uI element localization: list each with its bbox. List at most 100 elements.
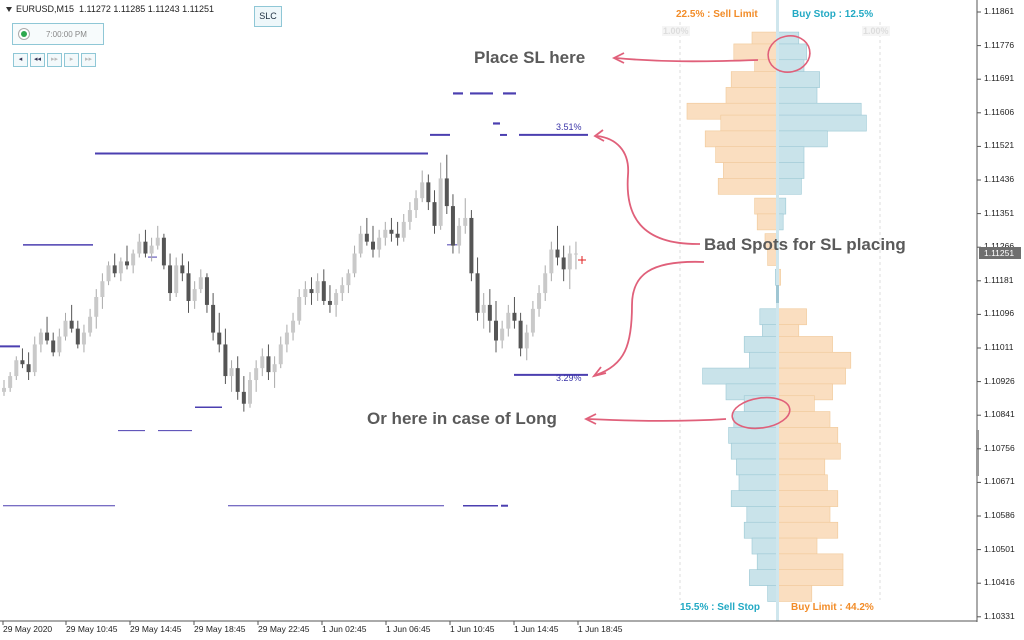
ob-bar-left-27 [730, 442, 779, 460]
price-tick-label: 1.11011 [984, 342, 1014, 352]
slc-button[interactable]: SLC [254, 6, 282, 27]
arrow-long-case-head [583, 413, 597, 425]
price-tick-label: 1.11691 [984, 73, 1015, 84]
candle-body-23 [143, 241, 148, 254]
candle-body-27 [168, 265, 173, 294]
candle-body-14 [88, 316, 93, 333]
ob-bar-left-22 [702, 367, 779, 385]
arrow-bad-spot-lower [595, 260, 705, 376]
candle-body-39 [241, 391, 246, 404]
ob-bar-left-3 [730, 71, 779, 88]
candle-body-33 [204, 277, 209, 305]
ob-bar-right-24 [777, 395, 815, 413]
ob-bar-left-28 [736, 458, 779, 476]
candle-body-71 [438, 178, 443, 226]
status-dot-icon[interactable] [18, 28, 30, 40]
time-control[interactable]: 7:00:00 PM [12, 23, 104, 45]
skip-to-end-button[interactable]: ▸▸ [81, 53, 96, 67]
candle-body-47 [291, 320, 296, 333]
ob-bar-left-7 [704, 130, 779, 148]
candle-body-52 [321, 281, 326, 301]
ob-bar-right-21 [777, 351, 852, 369]
candle-body-74 [457, 225, 462, 246]
fast-forward-button[interactable]: ▸▸ [47, 53, 62, 67]
price-tick-label: 1.10841 [984, 409, 1015, 420]
current-price-cross [578, 256, 586, 264]
candle-body-54 [334, 293, 339, 305]
candle-body-48 [297, 297, 302, 321]
ob-bar-right-33 [777, 537, 818, 555]
candle-body-61 [377, 237, 382, 250]
candle-body-3 [20, 360, 25, 365]
lower-level-label: 3.29% [556, 373, 582, 383]
ghost-label-right: 1.00% [862, 26, 890, 36]
candle-body-69 [426, 182, 431, 203]
step-forward-button[interactable]: ▸ [64, 53, 79, 67]
candle-body-37 [229, 368, 234, 377]
candle-body-50 [309, 289, 314, 294]
ohlc-values: 1.11272 1.11285 1.11243 1.11251 [79, 4, 214, 14]
sell-stop-label: 15.5% : Sell Stop [680, 602, 761, 613]
candle-body-51 [315, 281, 320, 294]
time-tick-label: 29 May 18:45 [194, 624, 246, 634]
candle-body-90 [555, 249, 560, 258]
time-tick-label: 1 Jun 06:45 [386, 624, 431, 634]
ghost-label-left: 1.00% [662, 26, 690, 36]
price-tick-label: 1.11861 [984, 6, 1015, 16]
candle-body-65 [401, 221, 406, 238]
price-axis-ticks [977, 11, 981, 618]
time-tick-label: 29 May 2020 [3, 624, 53, 634]
price-tick-label: 1.11436 [984, 174, 1015, 184]
ob-bar-right-32 [777, 521, 839, 539]
time-tick-label: 1 Jun 14:45 [514, 624, 559, 634]
step-back-button[interactable]: ◂ [13, 53, 28, 67]
time-tick-label: 1 Jun 02:45 [322, 624, 367, 634]
candle-body-68 [420, 182, 425, 199]
ob-bar-left-33 [751, 537, 779, 555]
price-tick-label: 1.11181 [984, 274, 1014, 285]
price-tick-label: 1.10756 [984, 442, 1015, 453]
candle-body-19 [118, 261, 123, 274]
price-scroll-handle[interactable] [976, 430, 979, 476]
ob-bar-left-35 [749, 569, 779, 586]
candle-body-88 [543, 273, 548, 294]
ob-bar-left-18 [759, 308, 779, 326]
candle-body-64 [395, 233, 400, 238]
ob-bar-left-11 [754, 197, 779, 215]
candle-body-16 [100, 281, 105, 298]
annotation-place-sl: Place SL here [474, 48, 586, 67]
rewind-button[interactable]: ◂◂ [30, 53, 45, 67]
arrow-bad-spot-upper-head [593, 129, 605, 142]
candle-body-1 [8, 376, 13, 388]
candle-body-22 [137, 241, 142, 254]
candle-body-87 [537, 293, 542, 309]
candle-body-82 [506, 312, 511, 329]
ob-bar-left-10 [717, 178, 779, 195]
candle-body-30 [186, 273, 191, 301]
chart-menu-triangle-icon[interactable] [6, 7, 12, 13]
candle-body-20 [125, 261, 129, 266]
candle-body-78 [481, 304, 486, 313]
ob-bar-right-3 [777, 71, 820, 88]
ob-bar-right-10 [777, 178, 802, 195]
time-tick-label: 29 May 22:45 [258, 624, 310, 634]
candle-body-38 [235, 368, 240, 392]
navigation-buttons: ◂ ◂◂ ▸▸ ▸ ▸▸ [13, 53, 96, 67]
ob-bar-left-21 [749, 351, 779, 369]
candle-body-0 [2, 387, 6, 392]
candle-body-11 [69, 320, 74, 329]
candle-body-83 [512, 312, 517, 321]
candle-body-41 [254, 368, 259, 381]
candle-body-75 [463, 217, 468, 226]
ob-center-spine [776, 0, 779, 621]
candle-body-32 [198, 277, 203, 290]
candle-body-25 [155, 237, 160, 246]
price-tick-label: 1.10331 [984, 610, 1015, 621]
candle-body-26 [161, 237, 166, 266]
candle-body-66 [407, 210, 412, 222]
candle-body-53 [327, 300, 332, 305]
candle-body-29 [180, 265, 185, 274]
candle-body-89 [549, 249, 554, 274]
candle-body-5 [32, 344, 37, 373]
